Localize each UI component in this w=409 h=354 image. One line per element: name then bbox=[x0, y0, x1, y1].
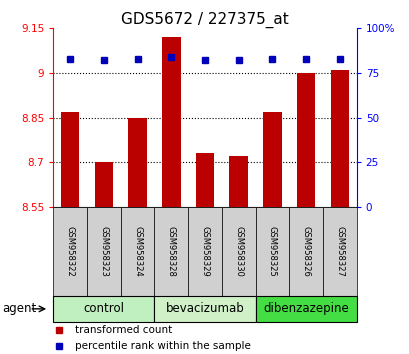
Text: dibenzazepine: dibenzazepine bbox=[263, 302, 348, 315]
Text: GSM958323: GSM958323 bbox=[99, 226, 108, 277]
Bar bbox=[255, 207, 289, 296]
Text: GSM958326: GSM958326 bbox=[301, 226, 310, 277]
Bar bbox=[120, 207, 154, 296]
Bar bbox=[53, 296, 154, 322]
Bar bbox=[162, 37, 180, 207]
Bar bbox=[322, 207, 356, 296]
Text: percentile rank within the sample: percentile rank within the sample bbox=[74, 341, 250, 351]
Bar bbox=[195, 154, 214, 207]
Bar bbox=[128, 118, 146, 207]
Text: GSM958322: GSM958322 bbox=[65, 226, 74, 277]
Bar bbox=[255, 296, 356, 322]
Bar bbox=[61, 112, 79, 207]
Bar bbox=[221, 207, 255, 296]
Text: GSM958330: GSM958330 bbox=[234, 226, 243, 277]
Bar bbox=[53, 207, 87, 296]
Text: GSM958329: GSM958329 bbox=[200, 226, 209, 277]
Bar bbox=[289, 207, 322, 296]
Bar bbox=[263, 112, 281, 207]
Text: control: control bbox=[83, 302, 124, 315]
Bar bbox=[154, 296, 255, 322]
Text: GSM958327: GSM958327 bbox=[335, 226, 344, 277]
Text: bevacizumab: bevacizumab bbox=[165, 302, 244, 315]
Text: GSM958324: GSM958324 bbox=[133, 226, 142, 277]
Bar bbox=[87, 207, 120, 296]
Text: agent: agent bbox=[3, 302, 37, 315]
Title: GDS5672 / 227375_at: GDS5672 / 227375_at bbox=[121, 12, 288, 28]
Text: transformed count: transformed count bbox=[74, 325, 171, 335]
Bar bbox=[229, 156, 247, 207]
Bar bbox=[188, 207, 221, 296]
Bar bbox=[330, 70, 348, 207]
Text: GSM958325: GSM958325 bbox=[267, 226, 276, 277]
Bar bbox=[154, 207, 188, 296]
Bar bbox=[296, 73, 315, 207]
Text: GSM958328: GSM958328 bbox=[166, 226, 175, 277]
Bar bbox=[94, 162, 113, 207]
